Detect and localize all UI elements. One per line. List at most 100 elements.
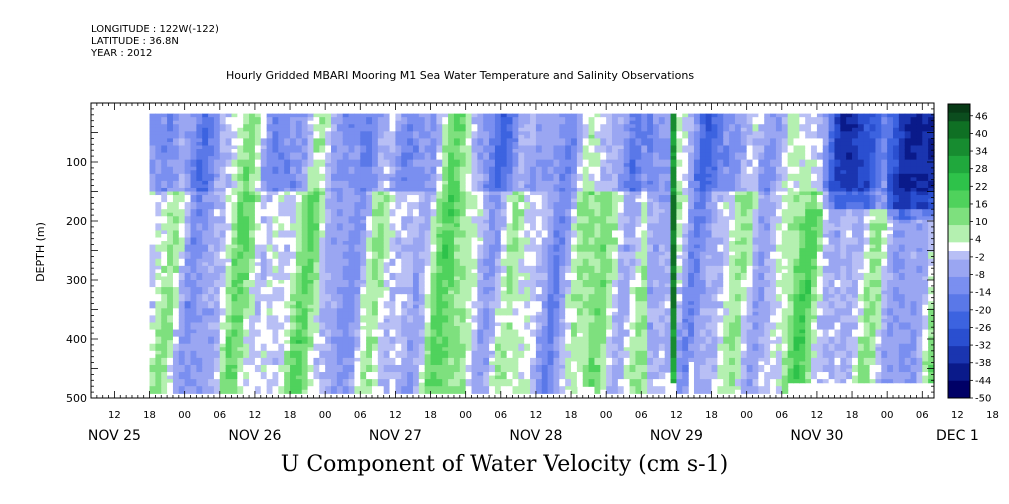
heatmap-cell bbox=[178, 219, 186, 224]
heatmap-cell bbox=[313, 322, 320, 327]
heatmap-cell bbox=[354, 368, 361, 373]
heatmap-cell bbox=[290, 347, 297, 352]
heatmap-cell bbox=[389, 276, 397, 281]
heatmap-cell bbox=[418, 212, 426, 217]
heatmap-cell bbox=[477, 138, 484, 143]
heatmap-cell bbox=[184, 304, 192, 309]
heatmap-cell bbox=[319, 336, 326, 341]
heatmap-cell bbox=[149, 357, 156, 363]
heatmap-cell bbox=[389, 223, 397, 228]
heatmap-cell bbox=[477, 127, 484, 132]
heatmap-cell bbox=[254, 322, 262, 327]
heatmap-cell bbox=[313, 347, 320, 352]
heatmap-cell bbox=[407, 372, 414, 377]
heatmap-cell bbox=[436, 134, 443, 139]
heatmap-cell bbox=[208, 379, 215, 384]
heatmap-cell bbox=[348, 333, 356, 338]
heatmap-cell bbox=[459, 131, 467, 136]
heatmap-cell bbox=[172, 251, 180, 256]
heatmap-cell bbox=[483, 212, 490, 217]
heatmap-cell bbox=[395, 386, 402, 391]
heatmap-cell bbox=[512, 127, 519, 132]
heatmap-cell bbox=[295, 354, 303, 359]
heatmap-cell bbox=[430, 184, 437, 189]
heatmap-cell bbox=[149, 149, 156, 154]
heatmap-cell bbox=[202, 350, 209, 355]
heatmap-cell bbox=[453, 191, 461, 196]
heatmap-cell bbox=[377, 173, 385, 178]
heatmap-cell bbox=[459, 315, 467, 320]
heatmap-cell bbox=[301, 372, 309, 377]
heatmap-cell bbox=[342, 382, 350, 387]
heatmap-cell bbox=[348, 163, 356, 168]
heatmap-cell bbox=[266, 372, 274, 377]
heatmap-cell bbox=[389, 216, 397, 221]
heatmap-cell bbox=[418, 379, 426, 384]
heatmap-cell bbox=[407, 149, 414, 154]
heatmap-cell bbox=[448, 368, 455, 373]
heatmap-cell bbox=[172, 354, 180, 359]
heatmap-cell bbox=[360, 195, 367, 200]
heatmap-cell bbox=[149, 340, 156, 345]
heatmap-cell bbox=[155, 276, 162, 281]
heatmap-cell bbox=[395, 195, 402, 200]
heatmap-cell bbox=[231, 297, 238, 302]
heatmap-cell bbox=[225, 198, 233, 203]
heatmap-cell bbox=[424, 226, 432, 232]
heatmap-cell bbox=[448, 350, 455, 355]
heatmap-cell bbox=[436, 241, 443, 246]
heatmap-cell bbox=[389, 361, 397, 366]
heatmap-cell bbox=[290, 340, 297, 345]
heatmap-cell bbox=[418, 141, 426, 147]
heatmap-cell bbox=[494, 187, 502, 193]
heatmap-cell bbox=[325, 336, 332, 341]
heatmap-cell bbox=[494, 226, 502, 232]
heatmap-cell bbox=[272, 290, 279, 295]
heatmap-cell bbox=[360, 287, 367, 292]
heatmap-cell bbox=[272, 152, 279, 157]
heatmap-cell bbox=[383, 202, 391, 207]
heatmap-cell bbox=[342, 379, 350, 384]
heatmap-cell bbox=[412, 357, 420, 363]
heatmap-cell bbox=[254, 124, 262, 129]
heatmap-cell bbox=[272, 329, 279, 334]
heatmap-cell bbox=[407, 347, 414, 352]
heatmap-cell bbox=[459, 120, 467, 125]
heatmap-cell bbox=[459, 124, 467, 129]
heatmap-cell bbox=[249, 318, 256, 324]
heatmap-cell bbox=[237, 141, 244, 147]
heatmap-cell bbox=[372, 184, 379, 189]
heatmap-cell bbox=[331, 326, 338, 331]
heatmap-cell bbox=[354, 163, 361, 168]
heatmap-cell bbox=[506, 251, 514, 256]
heatmap-cell bbox=[167, 124, 174, 129]
heatmap-cell bbox=[301, 184, 309, 189]
heatmap-cell bbox=[336, 216, 344, 221]
heatmap-cell bbox=[260, 191, 268, 196]
heatmap-cell bbox=[295, 368, 303, 373]
heatmap-cell bbox=[377, 149, 385, 154]
heatmap-cell bbox=[307, 364, 315, 370]
heatmap-cell bbox=[196, 379, 203, 384]
heatmap-cell bbox=[383, 163, 391, 168]
heatmap-cell bbox=[254, 159, 262, 164]
heatmap-cell bbox=[442, 269, 449, 274]
heatmap-cell bbox=[301, 212, 309, 217]
heatmap-cell bbox=[325, 237, 332, 242]
heatmap-cell bbox=[407, 134, 414, 139]
heatmap-cell bbox=[331, 177, 338, 182]
heatmap-cell bbox=[219, 375, 227, 380]
heatmap-cell bbox=[307, 156, 315, 161]
heatmap-cell bbox=[260, 113, 268, 118]
heatmap-cell bbox=[336, 347, 344, 352]
heatmap-cell bbox=[389, 212, 397, 217]
heatmap-cell bbox=[483, 272, 490, 278]
heatmap-cell bbox=[208, 159, 215, 164]
heatmap-cell bbox=[284, 113, 291, 118]
heatmap-cell bbox=[424, 326, 432, 331]
heatmap-cell bbox=[213, 276, 221, 281]
heatmap-cell bbox=[366, 152, 373, 157]
heatmap-cell bbox=[348, 212, 356, 217]
heatmap-cell bbox=[494, 191, 502, 196]
heatmap-cell bbox=[290, 318, 297, 324]
